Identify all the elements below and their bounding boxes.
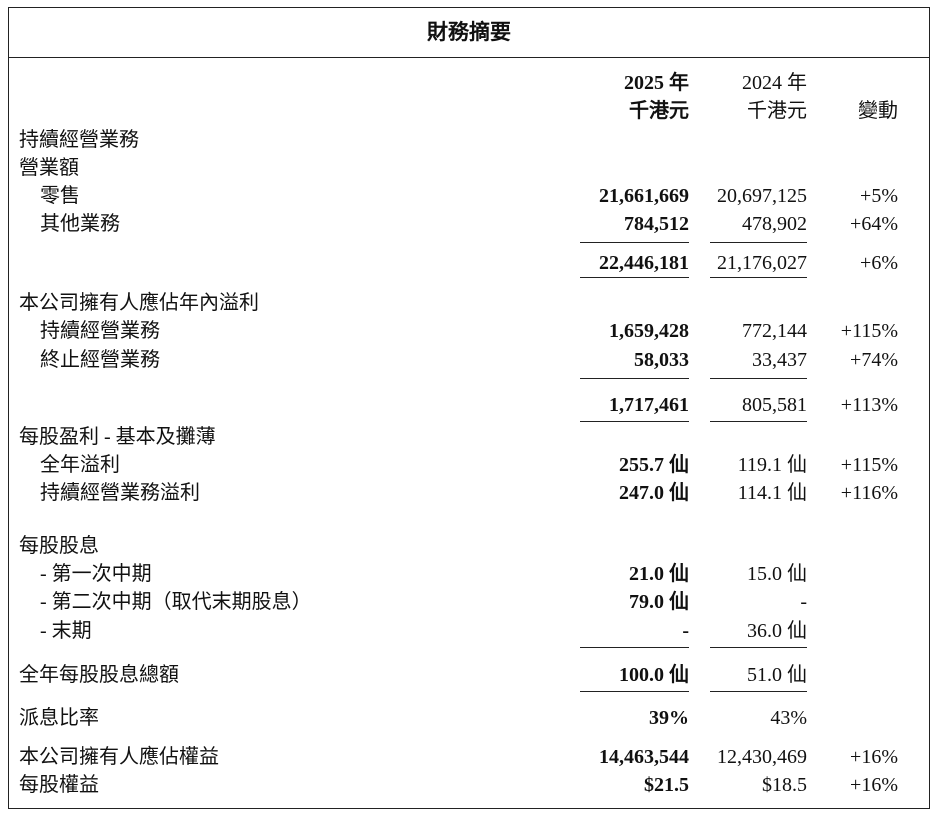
table-row: 終止經營業務 58,033 33,437 +74% (40, 349, 898, 371)
table-row: 零售 21,661,669 20,697,125 +5% (40, 185, 898, 207)
section-heading: 營業額 (19, 157, 79, 179)
table-row: 派息比率 39% 43% (19, 707, 807, 729)
table-title: 財務摘要 (8, 7, 930, 58)
divider (710, 421, 807, 423)
header-2024: 2024 年 (742, 72, 807, 94)
divider (580, 691, 689, 693)
table-row: 其他業務 784,512 478,902 +64% (40, 213, 898, 235)
table-row: - 末期 - 36.0 仙 (40, 620, 807, 642)
section-heading: 持續經營業務 (19, 129, 139, 151)
table-row: - 第一次中期 21.0 仙 15.0 仙 (40, 563, 807, 585)
header-2025: 2025 年 (624, 72, 689, 94)
divider (710, 378, 807, 380)
divider (580, 277, 689, 279)
header-change: 變動 (858, 100, 898, 122)
section-heading: 每股盈利 - 基本及攤薄 (19, 426, 216, 448)
divider (580, 378, 689, 380)
divider (580, 421, 689, 423)
divider (710, 691, 807, 693)
section-heading: 本公司擁有人應佔年內溢利 (19, 292, 259, 314)
table-row: 每股權益 $21.5 $18.5 +16% (19, 774, 898, 796)
unit-2025: 千港元 (629, 100, 689, 122)
summary-table (8, 7, 930, 809)
table-row: 持續經營業務 1,659,428 772,144 +115% (40, 320, 898, 342)
divider (580, 647, 689, 649)
table-row: 全年溢利 255.7 仙 119.1 仙 +115% (40, 454, 898, 476)
section-heading: 每股股息 (19, 535, 99, 557)
divider (710, 242, 807, 244)
divider (710, 647, 807, 649)
table-row: - 第二次中期（取代末期股息） 79.0 仙 - (40, 591, 807, 613)
total-row: 22,446,181 21,176,027 +6% (599, 252, 898, 274)
unit-2024: 千港元 (747, 100, 807, 122)
table-row: 持續經營業務溢利 247.0 仙 114.1 仙 +116% (40, 482, 898, 504)
divider (710, 277, 807, 279)
divider (580, 242, 689, 244)
header-unit-row: 千港元 千港元 變動 (0, 98, 936, 124)
total-row: 1,717,461 805,581 +113% (609, 394, 898, 416)
table-row: 本公司擁有人應佔權益 14,463,544 12,430,469 +16% (19, 746, 898, 768)
header-year-row: 2025 年 2024 年 (0, 70, 936, 96)
total-row: 全年每股股息總額 100.0 仙 51.0 仙 (19, 664, 807, 686)
